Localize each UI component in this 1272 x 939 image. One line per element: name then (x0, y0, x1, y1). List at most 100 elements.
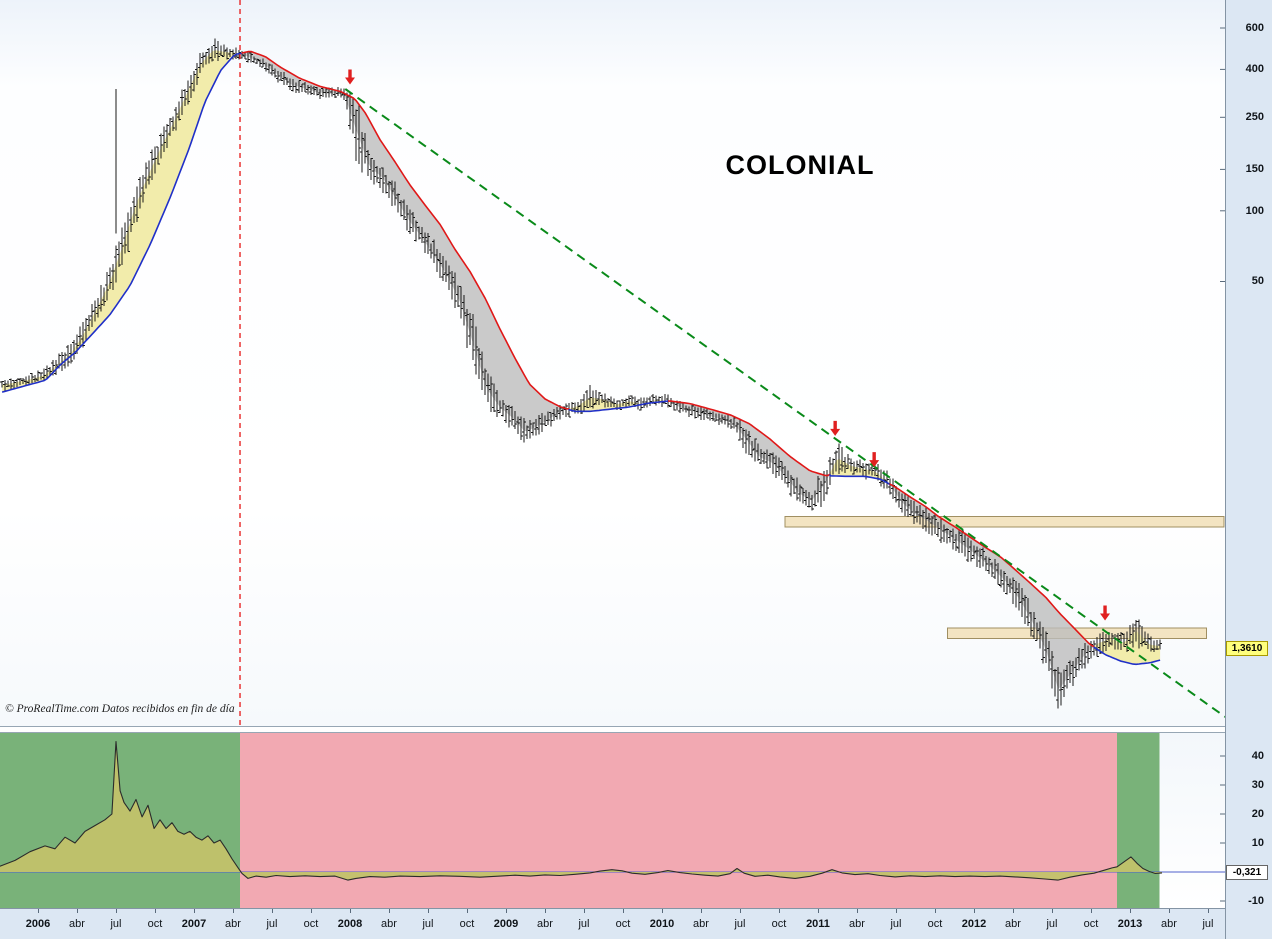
time-axis-month-label: jul (266, 918, 278, 930)
time-axis-month-label: jul (890, 918, 902, 930)
time-axis-tickmark (974, 909, 975, 913)
time-axis-month-label: oct (303, 918, 319, 930)
time-axis-month-label: oct (459, 918, 475, 930)
time-axis[interactable]: 2006 abr jul oct 2007 abr jul oct 2008 abr jul oct 2… (0, 908, 1225, 939)
down-arrow (830, 420, 841, 436)
time-axis-tickmark (857, 909, 858, 913)
watermark: © ProRealTime.com Datos recibidos en fin… (5, 703, 235, 715)
time-axis-tickmark (428, 909, 429, 913)
last-price-label: 1,3610 (1226, 641, 1268, 657)
price-axis-tick-label: 100 (1245, 204, 1264, 217)
price-bars (0, 38, 1162, 709)
time-axis-tickmark (233, 909, 234, 913)
time-axis-tickmark (1091, 909, 1092, 913)
time-axis-tickmark (1169, 909, 1170, 913)
time-axis-year-label: 2012 (961, 918, 987, 930)
regime-background (0, 733, 1225, 908)
panel-divider-bottom (0, 732, 1225, 733)
down-arrow (869, 452, 880, 468)
price-axis-tick-label: 400 (1245, 63, 1264, 76)
chart-title: COLONIAL (725, 150, 875, 180)
time-axis-tickmark (779, 909, 780, 913)
time-axis-tickmark (38, 909, 39, 913)
time-axis-tickmark (740, 909, 741, 913)
price-chart-canvas[interactable] (0, 0, 1225, 726)
time-axis-month-label: oct (615, 918, 631, 930)
support-resistance-zone (784, 515, 1225, 528)
time-axis-tickmark (545, 909, 546, 913)
price-axis-tick-label: 50 (1251, 275, 1264, 288)
indicator-axis-tick-label: 30 (1251, 779, 1264, 791)
time-axis-month-label: oct (147, 918, 163, 930)
time-axis-year-label: 2013 (1117, 918, 1143, 930)
time-axis-month-label: abr (69, 918, 85, 930)
time-axis-month-label: abr (381, 918, 397, 930)
time-axis-tickmark (623, 909, 624, 913)
price-axis-tick-label: 150 (1245, 163, 1264, 176)
time-axis-month-label: jul (1046, 918, 1058, 930)
time-axis-tickmark (1052, 909, 1053, 913)
time-axis-tickmark (311, 909, 312, 913)
time-axis-tickmark (77, 909, 78, 913)
time-axis-year-label: 2007 (181, 918, 207, 930)
time-axis-tickmark (662, 909, 663, 913)
time-axis-month-label: abr (225, 918, 241, 930)
time-axis-year-label: 2009 (493, 918, 519, 930)
time-axis-month-label: jul (110, 918, 122, 930)
indicator-line (0, 740, 1163, 881)
time-axis-tickmark (935, 909, 936, 913)
time-axis-tickmark (272, 909, 273, 913)
time-axis-month-label: oct (1083, 918, 1099, 930)
data-note-text: Datos recibidos en fin de día (101, 703, 235, 715)
down-arrow (1100, 605, 1111, 621)
time-axis-year-label: 2006 (25, 918, 51, 930)
time-axis-tickmark (155, 909, 156, 913)
time-axis-tickmark (896, 909, 897, 913)
time-axis-tickmark (389, 909, 390, 913)
time-axis-month-label: abr (1005, 918, 1021, 930)
panel-divider-top (0, 726, 1225, 727)
time-axis-month-label: oct (927, 918, 943, 930)
time-axis-tickmark (818, 909, 819, 913)
time-axis-tickmark (194, 909, 195, 913)
time-axis-tickmark (701, 909, 702, 913)
moving-average-line (1, 50, 1161, 666)
price-axis-tick-label: 250 (1245, 111, 1264, 124)
time-axis-year-label: 2008 (337, 918, 363, 930)
time-axis-tickmark (467, 909, 468, 913)
time-axis-year-label: 2010 (649, 918, 675, 930)
time-axis-month-label: abr (693, 918, 709, 930)
time-axis-month-label: abr (1161, 918, 1177, 930)
indicator-series (0, 740, 1225, 902)
price-axis-tick-label: 600 (1245, 22, 1264, 34)
time-axis-tickmark (1013, 909, 1014, 913)
time-axis-tickmark (116, 909, 117, 913)
indicator-axis-tick-label: 40 (1251, 750, 1264, 762)
chart-annotations (239, 0, 1225, 726)
regime-zone (240, 733, 1117, 908)
time-axis-month-label: abr (849, 918, 865, 930)
time-axis-month-label: jul (1202, 918, 1214, 930)
time-axis-tickmark (1208, 909, 1209, 913)
downtrend-line (344, 88, 1225, 718)
price-axis[interactable]: 600 400 250 150 100 50 40 30 20 10 -10 (1225, 0, 1272, 939)
time-axis-tickmark (350, 909, 351, 913)
time-axis-month-label: jul (734, 918, 746, 930)
down-arrow (345, 69, 355, 85)
time-axis-month-label: jul (422, 918, 434, 930)
copyright-text: © ProRealTime.com (5, 703, 99, 715)
time-axis-month-label: abr (537, 918, 553, 930)
indicator-axis-tick-label: -10 (1248, 895, 1264, 907)
time-axis-month-label: jul (578, 918, 590, 930)
indicator-axis-tick-label: 20 (1251, 808, 1264, 820)
regime-zone (1117, 733, 1160, 908)
ma-price-fills (2, 50, 1161, 689)
time-axis-tickmark (1130, 909, 1131, 913)
time-axis-tickmark (584, 909, 585, 913)
indicator-axis-tick-label: 10 (1251, 837, 1264, 849)
indicator-value-label: -0,321 (1226, 864, 1268, 880)
indicator-area-fill (0, 741, 1162, 881)
time-axis-year-label: 2011 (806, 918, 830, 930)
indicator-canvas[interactable] (0, 733, 1225, 908)
